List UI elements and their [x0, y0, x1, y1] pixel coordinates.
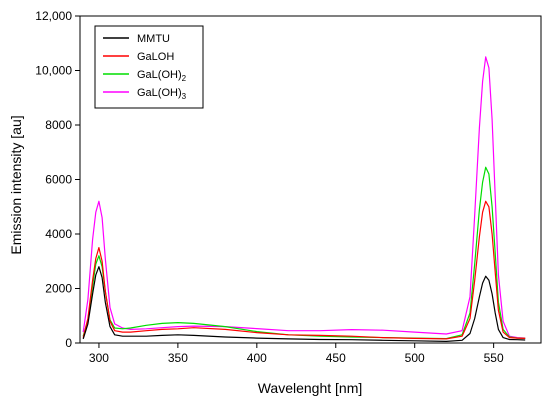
y-tick-label: 4000	[45, 227, 72, 241]
series-line-galoh	[82, 200, 526, 340]
series-line-mmtu	[82, 266, 526, 342]
y-tick-label: 2000	[45, 282, 72, 296]
x-tick-label: 450	[326, 351, 346, 365]
legend-label: GaL(OH)3	[137, 87, 187, 101]
legend-box	[94, 25, 204, 109]
y-tick-label: 12,000	[35, 9, 72, 23]
x-axis-ticks: 300 350 400 450 500 550	[89, 343, 504, 365]
x-tick-label: 400	[247, 351, 267, 365]
y-tick-label: 10,000	[35, 64, 72, 78]
legend-label: GaLOH	[137, 51, 174, 63]
x-tick-label: 550	[484, 351, 504, 365]
y-tick-label: 0	[65, 336, 72, 350]
y-axis-label: Emission intensity [au]	[8, 115, 24, 254]
x-tick-label: 350	[168, 351, 188, 365]
legend-label: GaL(OH)2	[137, 69, 187, 83]
x-tick-label: 300	[89, 351, 109, 365]
legend: MMTU GaLOH GaL(OH)2 GaL(OH)3	[94, 25, 204, 109]
x-tick-label: 500	[405, 351, 425, 365]
y-axis-ticks: 0 2000 4000 6000 8000 10,000 12,000	[35, 9, 80, 350]
series-layer	[82, 56, 526, 342]
y-tick-label: 8000	[45, 118, 72, 132]
series-line-gal-oh-2	[82, 166, 526, 340]
y-tick-label: 6000	[45, 173, 72, 187]
legend-label: MMTU	[137, 33, 170, 45]
series-line-gal-oh-3	[82, 56, 526, 339]
x-axis-label: Wavelenght [nm]	[258, 380, 363, 396]
